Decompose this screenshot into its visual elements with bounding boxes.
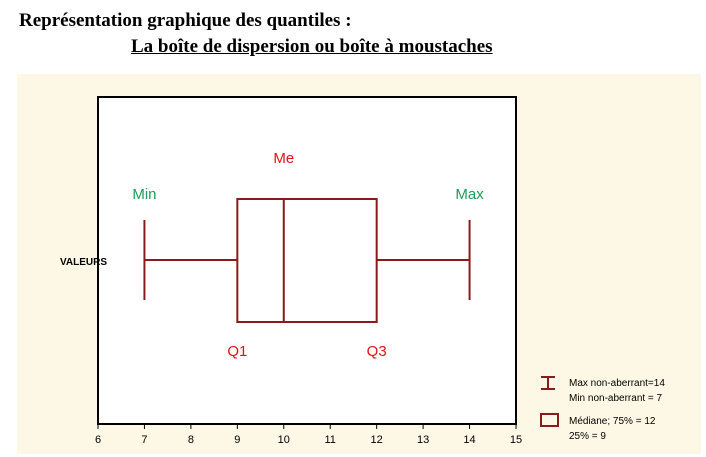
legend-box-symbol-icon [540,413,559,427]
annotation-median: Me [273,150,294,167]
x-tick-label-11: 11 [325,434,336,446]
x-tick-label-10: 10 [278,434,290,446]
x-tick-label-9: 9 [234,434,240,446]
legend-whisker-symbol-icon [541,376,555,390]
page-title: Représentation graphique des quantiles : [19,10,352,31]
category-label: VALEURS [60,257,107,268]
x-tick-label-8: 8 [188,434,194,446]
legend-box-line-1: Médiane; 75% = 12 [569,416,656,427]
x-axis-ticks: 6 7 8 9 10 11 12 13 14 15 [95,424,522,446]
page-subtitle: La boîte de dispersion ou boîte à mousta… [131,36,493,57]
x-tick-label-15: 15 [510,434,522,446]
x-tick-label-7: 7 [141,434,147,446]
x-tick-label-14: 14 [463,434,475,446]
x-tick-label-6: 6 [95,434,101,446]
annotation-q3: Q3 [367,343,387,360]
annotation-q1: Q1 [227,343,247,360]
x-tick-label-13: 13 [417,434,429,446]
annotation-max: Max [455,186,484,203]
legend-whisker-line-1: Max non-aberrant=14 [569,378,665,389]
interquartile-box [236,198,378,323]
legend: Max non-aberrant=14 Min non-aberrant = 7… [540,376,665,442]
x-tick-label-12: 12 [371,434,383,446]
legend-whisker-line-2: Min non-aberrant = 7 [569,393,663,404]
annotation-min: Min [132,186,156,203]
legend-box-line-2: 25% = 9 [569,431,606,442]
